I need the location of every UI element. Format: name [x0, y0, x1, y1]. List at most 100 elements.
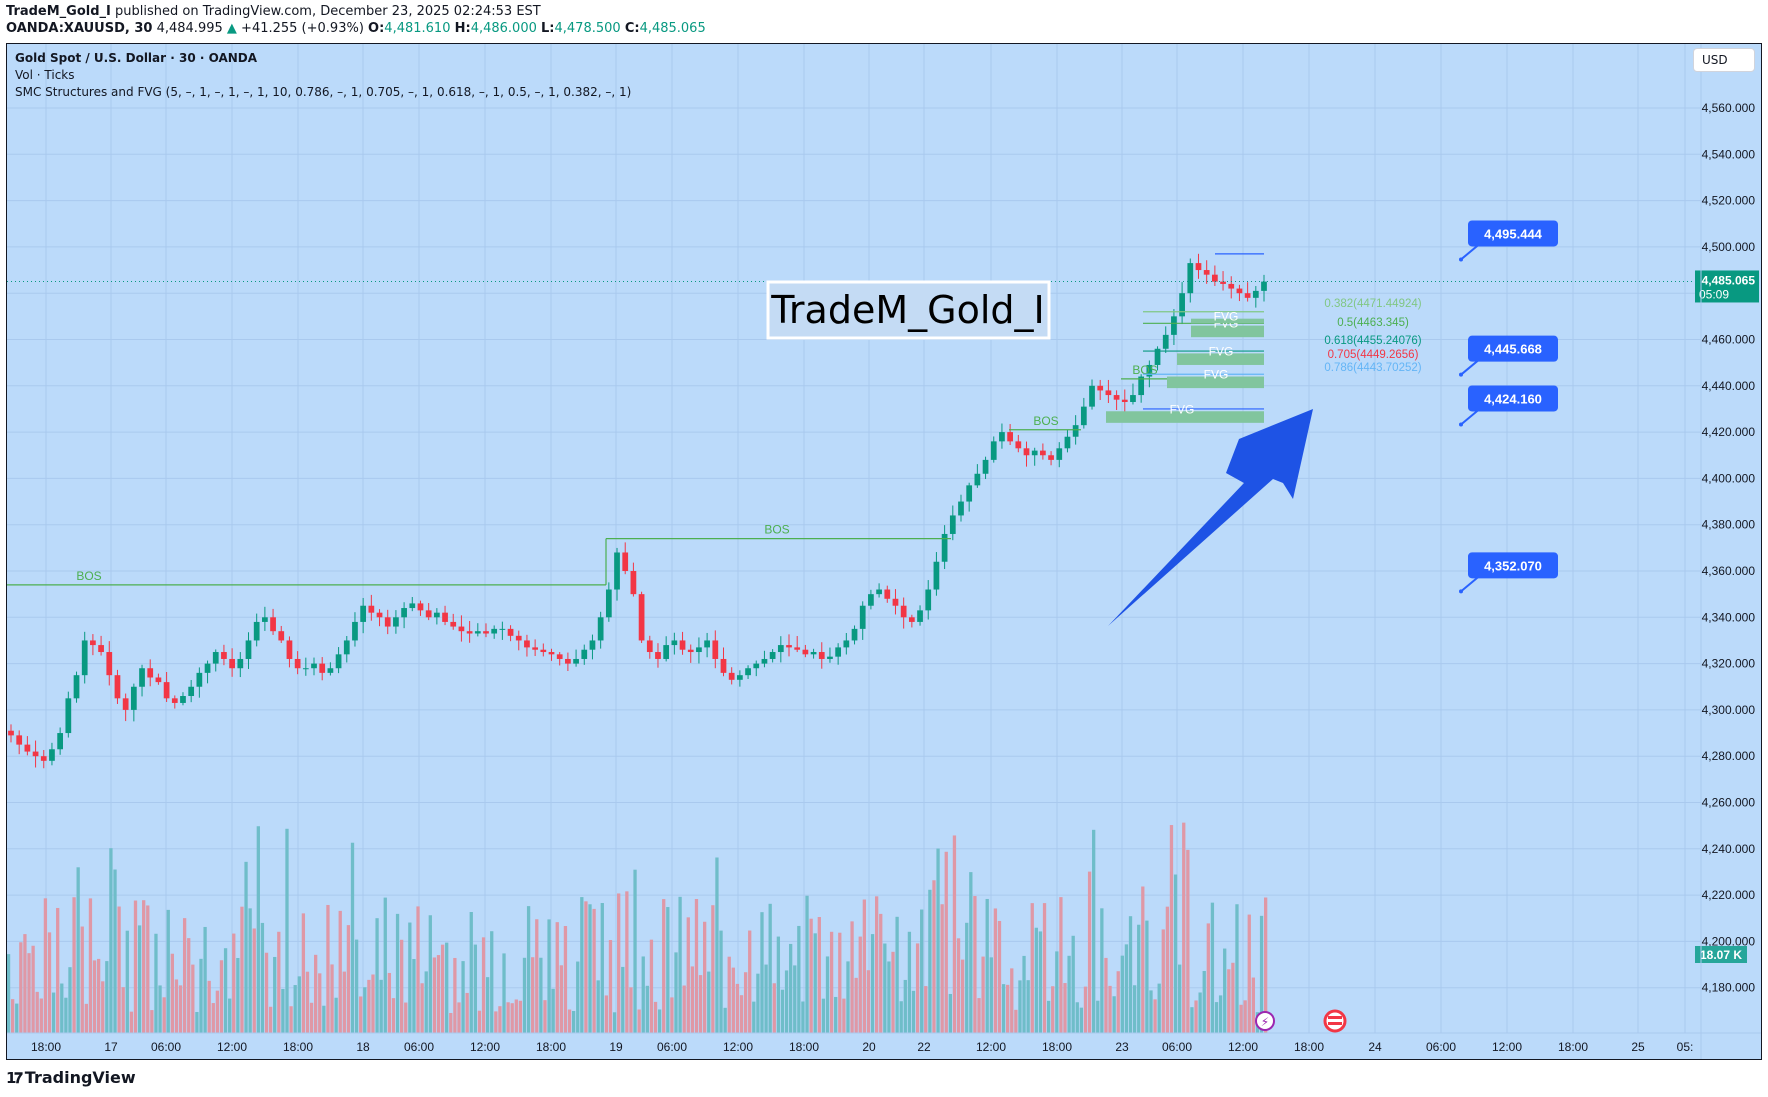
candle-body: [286, 640, 293, 659]
time-tick: 18:00: [1294, 1040, 1324, 1054]
candle-body: [278, 631, 285, 641]
volume-bar: [625, 891, 629, 1033]
candle-body: [900, 605, 907, 618]
candle-body: [491, 628, 498, 634]
volume-bar: [993, 908, 998, 1033]
candle-body: [671, 640, 678, 646]
candle-body: [106, 652, 113, 676]
bos-label: BOS: [1033, 414, 1058, 428]
price-tick: 4,240.000: [1702, 842, 1756, 856]
candle-body: [474, 631, 481, 634]
time-tick: 12:00: [976, 1040, 1006, 1054]
candle-body: [720, 658, 727, 673]
price-callout[interactable]: [1468, 220, 1558, 247]
volume-bar: [997, 920, 1002, 1033]
volume-badge-text: 18.07 K: [1700, 948, 1742, 962]
volume-bar: [187, 938, 191, 1033]
watermark-box[interactable]: [766, 280, 1051, 340]
volume-bar: [703, 921, 707, 1033]
price-callout[interactable]: [1468, 335, 1558, 362]
candle-body: [401, 608, 407, 618]
volume-bar: [133, 900, 138, 1033]
volume-bar: [1030, 903, 1034, 1033]
volume-bar: [1202, 970, 1206, 1033]
time-tick: 20: [862, 1040, 876, 1054]
candle-body: [114, 675, 121, 699]
volume-bar: [829, 931, 834, 1033]
candle-body: [761, 658, 768, 664]
legend-title[interactable]: Gold Spot / U.S. Dollar · 30 · OANDA: [15, 51, 258, 65]
volume-bar: [600, 903, 604, 1033]
volume-bar: [784, 970, 789, 1033]
volume-bar: [858, 936, 862, 1033]
volume-bar: [72, 897, 76, 1033]
candle-body: [433, 612, 440, 618]
volume-bar: [23, 934, 27, 1033]
volume-bar: [584, 901, 588, 1033]
volume-bar: [494, 1011, 498, 1033]
candle-body: [982, 459, 989, 474]
candle-body: [393, 617, 399, 627]
volume-bar: [809, 918, 813, 1033]
volume-bar: [780, 989, 785, 1033]
price-chart[interactable]: 4,560.000 4,540.000 4,520.000 4,500.000 4,48…: [7, 44, 1762, 1060]
volume-bar: [588, 904, 592, 1033]
candle-body: [188, 686, 195, 697]
candle-body: [1089, 385, 1095, 407]
candle-body: [32, 751, 39, 757]
price-callout[interactable]: [1468, 385, 1558, 412]
candle-body: [515, 635, 522, 641]
us-flag-event-icon[interactable]: [1323, 1009, 1347, 1033]
candle-body: [1015, 441, 1022, 449]
candle-body: [466, 631, 473, 634]
lightning-event-icon[interactable]: [1255, 1011, 1275, 1031]
candle-body: [1040, 450, 1046, 456]
volume-bar: [612, 1012, 617, 1033]
legend-volume[interactable]: Vol · Ticks: [15, 68, 75, 82]
author-name[interactable]: TradeM_Gold_I: [6, 4, 111, 19]
price-tick: 4,300.000: [1702, 703, 1756, 717]
ohlc-bar: OANDA:XAUUSD, 30 4,484.995 ▲ +41.255 (+0…: [6, 21, 706, 36]
volume-bar: [297, 976, 301, 1033]
currency-button[interactable]: USD: [1693, 48, 1755, 72]
volume-bar: [244, 861, 248, 1033]
candle-body: [687, 649, 694, 653]
fvg-label: FVG: [1170, 402, 1195, 416]
callout-anchor: [1459, 372, 1463, 377]
chart-frame[interactable]: Gold Spot / U.S. Dollar · 30 · OANDA Vol…: [6, 43, 1762, 1060]
legend-indicator[interactable]: SMC Structures and FVG (5, –, 1, –, 1, –…: [15, 85, 632, 99]
volume-bar: [117, 906, 121, 1033]
low-value: 4,478.500: [554, 21, 621, 36]
volume-bar: [211, 1003, 215, 1033]
close-label: C:: [624, 21, 640, 36]
price-callout[interactable]: [1468, 552, 1558, 579]
volume-bar: [137, 925, 142, 1033]
candle-body: [704, 640, 710, 648]
volume-bar: [948, 993, 952, 1033]
volume-bar: [68, 967, 72, 1033]
volume-bar: [793, 965, 797, 1033]
volume-bar: [1046, 1000, 1051, 1033]
volume-bar: [707, 971, 711, 1033]
volume-bar: [637, 1009, 641, 1033]
volume-bar: [129, 1011, 134, 1033]
chart-legend: Gold Spot / U.S. Dollar · 30 · OANDA Vol…: [15, 50, 631, 101]
candle-body: [1171, 316, 1177, 335]
volume-bar: [207, 980, 211, 1033]
volume-bar: [203, 926, 207, 1033]
volume-bar: [1010, 968, 1014, 1033]
volume-bar: [752, 1001, 756, 1033]
volume-bar: [420, 983, 424, 1033]
bos-label: BOS: [764, 523, 789, 537]
flag-stripe: [1328, 1016, 1342, 1019]
volume-bar: [350, 842, 355, 1033]
volume-bar: [391, 998, 396, 1033]
volume-bar: [1169, 825, 1174, 1033]
up-arrow-icon[interactable]: [1108, 409, 1313, 626]
price-callout-text: 4,424.160: [1484, 391, 1542, 406]
candle-body: [524, 640, 530, 648]
time-tick: 17: [104, 1040, 118, 1054]
volume-bar: [698, 975, 703, 1033]
volume-bar: [825, 956, 830, 1033]
candle-body: [1236, 288, 1243, 294]
